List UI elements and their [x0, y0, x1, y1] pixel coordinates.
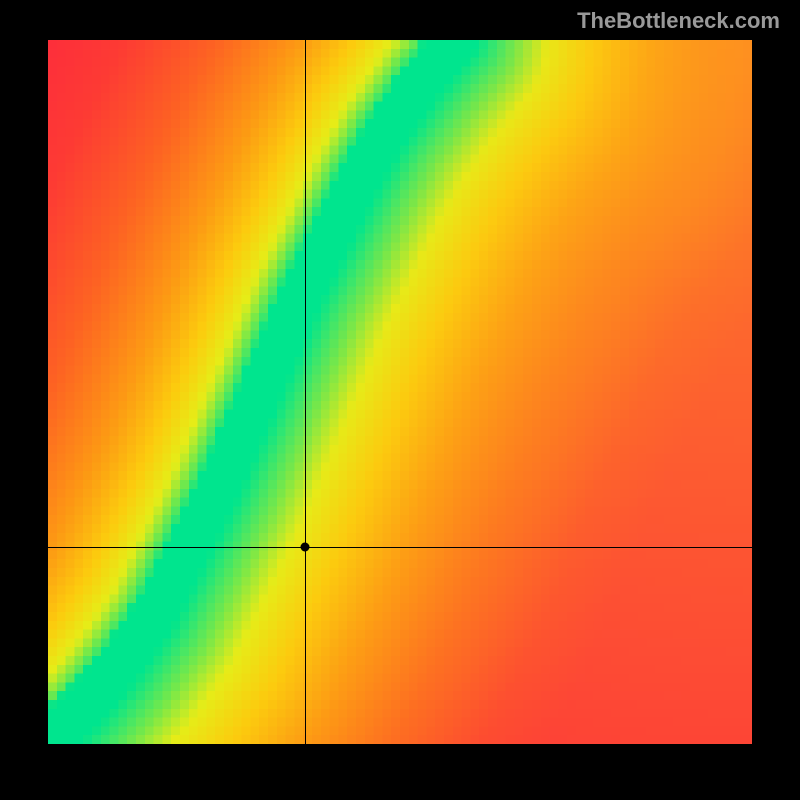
watermark-text: TheBottleneck.com [577, 8, 780, 34]
crosshair-horizontal [48, 547, 752, 548]
crosshair-dot [300, 542, 309, 551]
heatmap-canvas [48, 40, 752, 744]
crosshair-vertical [305, 40, 306, 744]
heatmap-chart [48, 40, 752, 744]
